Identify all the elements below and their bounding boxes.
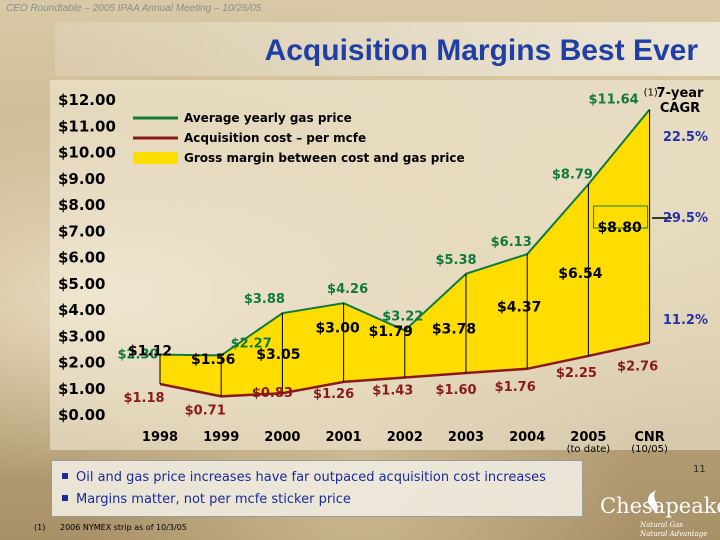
gas-price-label: $8.79: [552, 167, 593, 182]
y-axis: $12.00 $11.00 $10.00 $9.00 $8.00 $7.00 $6.00 $5…: [58, 91, 116, 424]
acquisition-cost-label: $1.76: [495, 380, 536, 395]
gross-margin-label: $4.37: [497, 299, 541, 315]
page-number: 11: [693, 464, 706, 475]
x-tick-sublabel: (10/05): [631, 444, 668, 455]
gross-margin-label: $1.79: [369, 324, 413, 340]
cagr-title-line2: CAGR: [660, 101, 700, 116]
acquisition-cost-label: $1.60: [435, 383, 476, 398]
y-tick-label: $7.00: [58, 222, 105, 240]
y-tick-label: $4.00: [58, 301, 105, 319]
page-title: Acquisition Margins Best Ever: [264, 34, 698, 67]
y-tick-label: $12.00: [58, 91, 116, 109]
gas-price-label: $3.22: [382, 309, 423, 324]
footnote-number: (1): [34, 523, 46, 532]
x-tick-label: 2000: [264, 430, 300, 445]
gross-margin-label: $8.80: [597, 220, 642, 236]
x-tick-label: 1998: [142, 430, 178, 445]
title-band: [55, 22, 720, 76]
legend-label-gas: Average yearly gas price: [184, 111, 352, 125]
gas-price-label: $2.27: [231, 336, 272, 351]
x-tick-label: 2005: [570, 430, 606, 445]
logo-tagline: Natural Gas Natural Advantage: [640, 521, 707, 539]
gas-price-footnote-marker: (1): [644, 87, 658, 98]
cagr-title-line1: 7-year: [657, 86, 705, 101]
y-tick-label: $11.00: [58, 117, 116, 135]
acquisition-cost-label: $0.71: [185, 403, 226, 418]
y-tick-label: $2.00: [58, 354, 105, 372]
x-tick-label: 2001: [326, 430, 362, 445]
header-text: CEO Roundtable – 2005 IPAA Annual Meetin…: [6, 3, 262, 14]
y-tick-label: $0.00: [58, 406, 105, 424]
y-tick-label: $3.00: [58, 327, 105, 345]
gas-price-label: $6.13: [491, 235, 532, 250]
cagr-gas-value: 22.5%: [663, 130, 708, 145]
acquisition-cost-label: $2.76: [617, 360, 658, 375]
gas-price-label: $4.26: [327, 282, 368, 297]
x-tick-label: 2002: [387, 430, 423, 445]
gross-margin-label: $3.00: [315, 321, 360, 337]
bullet-square-icon: [62, 473, 68, 479]
legend: Average yearly gas price Acquisition cos…: [133, 111, 465, 165]
header-strip: CEO Roundtable – 2005 IPAA Annual Meetin…: [0, 0, 720, 20]
chart: $12.00 $11.00 $10.00 $9.00 $8.00 $7.00 $6.00 $5…: [58, 86, 708, 455]
gas-price-label: $3.88: [244, 292, 285, 307]
cagr-panel: 7-year CAGR 22.5% 29.5% 11.2%: [652, 86, 708, 328]
acquisition-cost-label: $1.18: [123, 391, 164, 406]
footnote-text: 2006 NYMEX strip as of 10/3/05: [60, 523, 187, 532]
x-tick-label: 1999: [203, 430, 239, 445]
gross-margin-label: $3.05: [256, 347, 300, 363]
legend-label-cost: Acquisition cost – per mcfe: [184, 131, 366, 145]
legend-swatch-margin: [133, 152, 178, 164]
chesapeake-logo: [647, 490, 658, 514]
x-tick-label: CNR: [634, 430, 664, 445]
logo-tagline-line1: Natural Gas: [640, 521, 683, 529]
y-tick-label: $6.00: [58, 249, 105, 267]
plot-area: [159, 108, 651, 398]
cagr-cost-value: 11.2%: [663, 313, 708, 328]
bullet-box: Oil and gas price increases have far out…: [51, 460, 583, 517]
margin-highlight-box: [593, 205, 649, 229]
acquisition-cost-label: $1.26: [313, 387, 354, 402]
acquisition-cost-label: $2.25: [556, 366, 597, 381]
bullet-item-2: Margins matter, not per mcfe sticker pri…: [62, 492, 351, 507]
x-tick-label: 2004: [509, 430, 545, 445]
gross-margin-label: $1.56: [191, 352, 235, 368]
y-tick-label: $9.00: [58, 170, 105, 188]
flame-icon: [647, 490, 658, 514]
legend-label-margin: Gross margin between cost and gas price: [184, 151, 465, 165]
x-axis: 1998 1999 2000 2001 2002 2003 2004 2005(to date…: [142, 430, 668, 455]
gas-price-label: $5.38: [435, 253, 476, 268]
logo-wordmark: Chesapeake: [600, 494, 720, 518]
gas-price-label: $11.64: [589, 92, 639, 107]
bullet-text-1: Oil and gas price increases have far out…: [76, 470, 546, 485]
x-tick-sublabel: (to date): [567, 444, 611, 455]
acquisition-cost-label: $0.83: [252, 386, 293, 401]
bullet-item-1: Oil and gas price increases have far out…: [62, 470, 546, 485]
acquisition-cost-label: $1.43: [372, 383, 413, 398]
gross-margin-label: $6.54: [558, 266, 603, 282]
gross-margin-label: $1.12: [128, 343, 172, 359]
y-tick-label: $5.00: [58, 275, 105, 293]
bullet-square-icon: [62, 495, 68, 501]
value-labels: $2.30 $2.27 $3.88 $4.26 $3.22 $5.38 $6.13 $8.79…: [117, 87, 658, 418]
y-tick-label: $10.00: [58, 144, 116, 162]
gas-price-label: $2.30: [117, 348, 158, 363]
x-tick-label: 2003: [448, 430, 484, 445]
logo-tagline-line2: Natural Advantage: [640, 530, 708, 538]
bullet-text-2: Margins matter, not per mcfe sticker pri…: [76, 492, 351, 507]
y-tick-label: $1.00: [58, 380, 105, 398]
y-tick-label: $8.00: [58, 196, 105, 214]
cagr-margin-value: 29.5%: [663, 211, 708, 226]
gross-margin-label: $3.78: [432, 321, 476, 337]
